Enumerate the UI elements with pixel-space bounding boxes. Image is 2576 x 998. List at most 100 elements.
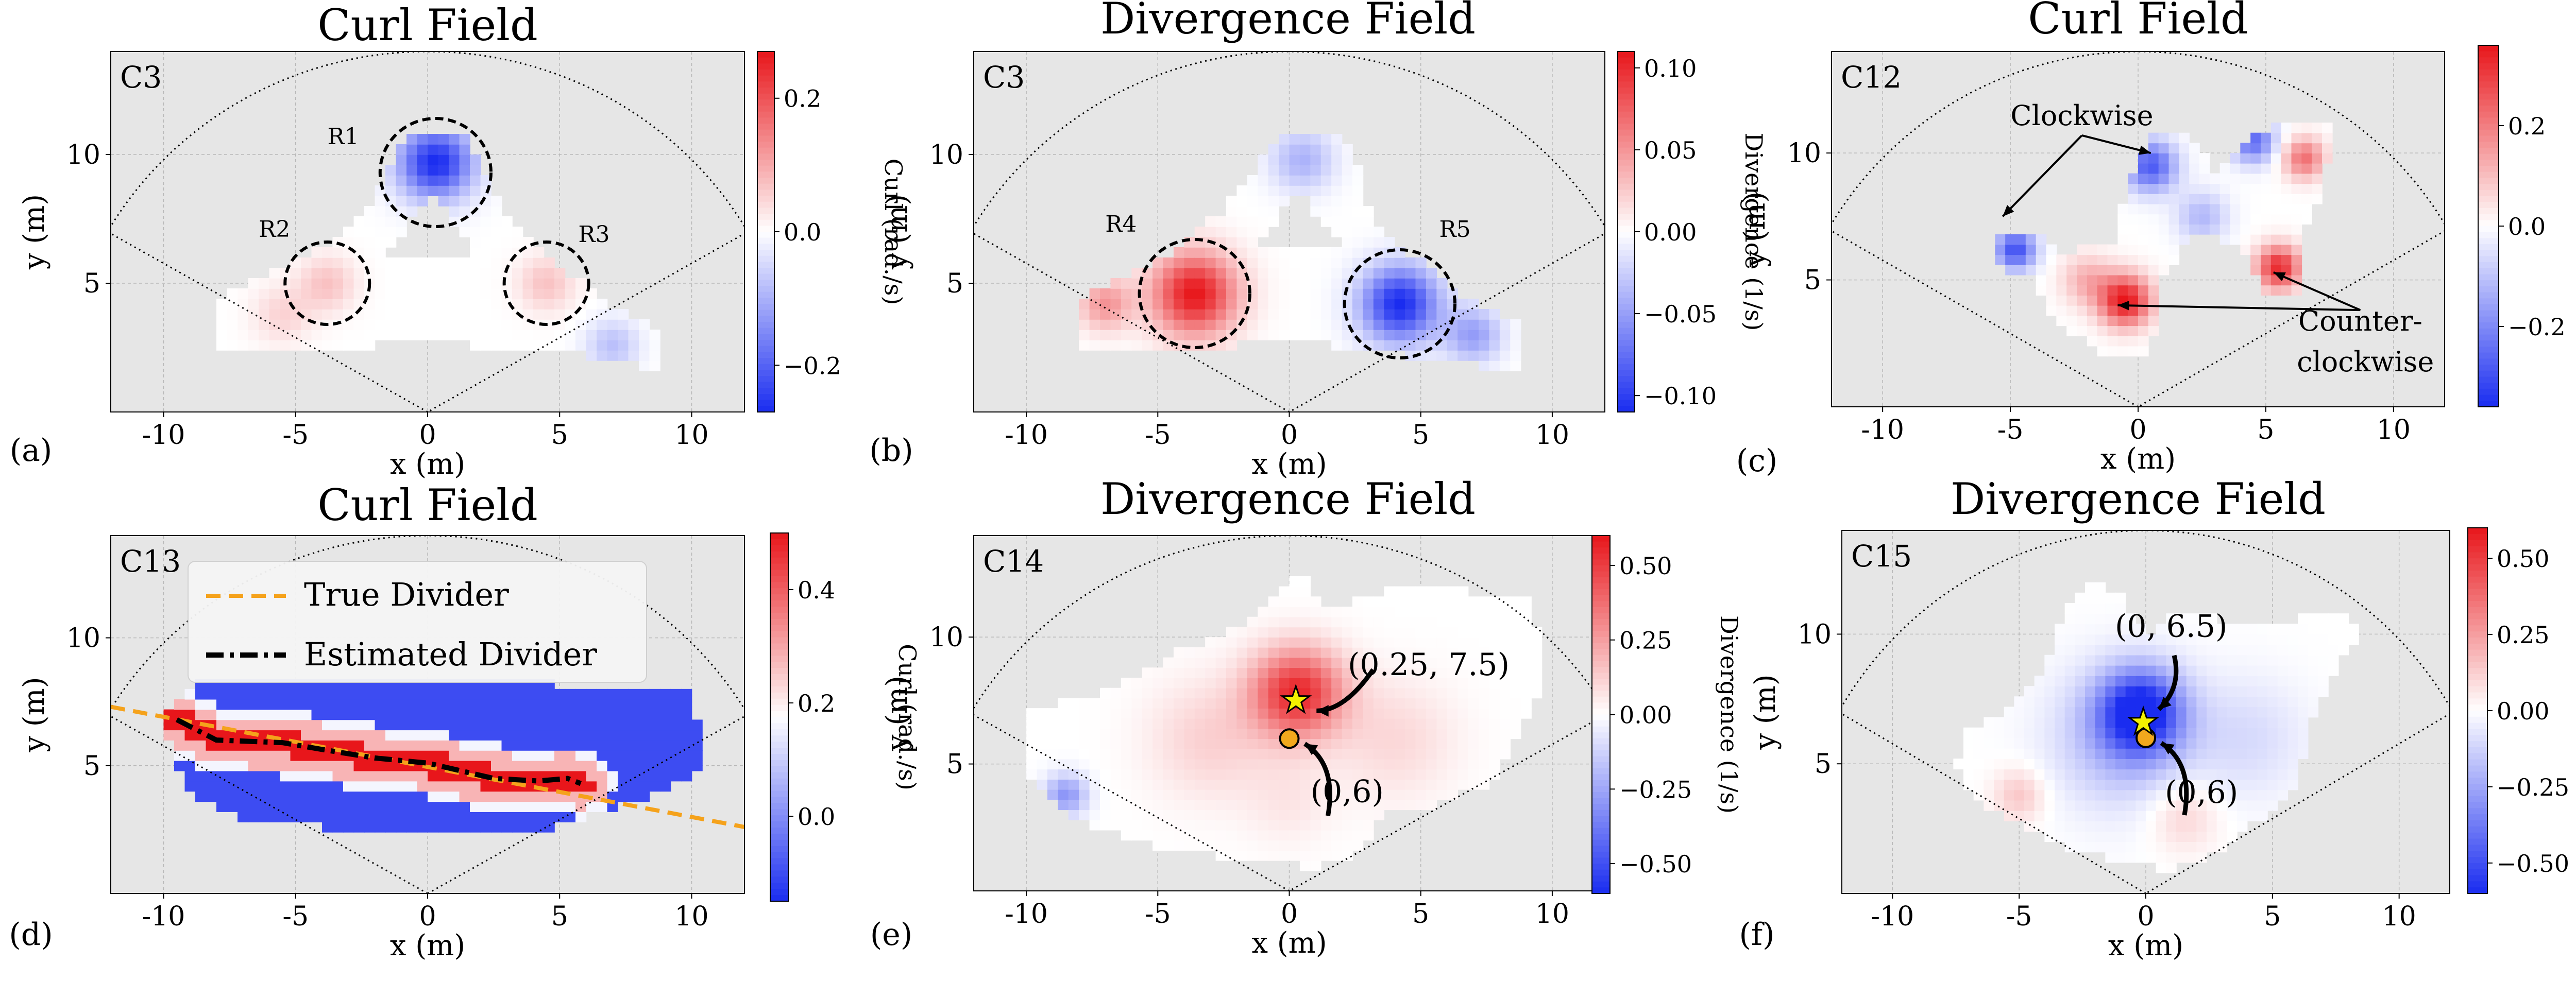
heatmap-cell (533, 278, 545, 289)
heatmap-cell (2125, 707, 2137, 718)
heatmap-cell (2176, 737, 2187, 749)
heatmap-cell (2216, 707, 2228, 718)
heatmap-cell (2156, 624, 2167, 635)
heatmap-cell (1100, 820, 1111, 831)
heatmap-cell (1058, 718, 1069, 729)
colorbar-segment (1618, 406, 1635, 412)
colorbar-segment (2478, 106, 2499, 112)
heatmap-cell (1426, 769, 1437, 780)
heatmap-cell (2186, 696, 2197, 708)
heatmap-cell (322, 801, 333, 812)
heatmap-cell (1310, 850, 1321, 861)
heatmap-cell (2250, 265, 2261, 276)
chart-title: Curl Field (317, 480, 538, 530)
heatmap-cell (2064, 810, 2076, 821)
heatmap-cell (385, 812, 397, 822)
heatmap-cell (1226, 196, 1238, 207)
heatmap-cell (1310, 206, 1321, 217)
heatmap-cell (1205, 830, 1216, 841)
heatmap-cell (322, 689, 333, 700)
heatmap-cell (396, 791, 407, 802)
heatmap-cell (2034, 717, 2045, 728)
heatmap-cell (2189, 163, 2200, 174)
heatmap-cell (2064, 759, 2076, 770)
heatmap-cell (2095, 779, 2106, 790)
heatmap-cell (2270, 173, 2282, 184)
heatmap-cell (2298, 655, 2309, 666)
heatmap-cell (2186, 800, 2197, 811)
heatmap-cell (1089, 309, 1100, 320)
heatmap-cell (2308, 686, 2319, 697)
heatmap-cell (2301, 123, 2312, 133)
heatmap-cell (1373, 698, 1385, 709)
heatmap-cell (2115, 800, 2126, 811)
heatmap-cell (406, 750, 418, 761)
heatmap-cell (2227, 717, 2238, 728)
heatmap-cell (2034, 821, 2045, 832)
heatmap-cell (375, 801, 386, 812)
heatmap-cell (238, 812, 249, 822)
heatmap-cell (2277, 686, 2289, 697)
heatmap-cell (1142, 278, 1153, 289)
colorbar-segment (2468, 638, 2487, 644)
heatmap-cell (1331, 657, 1343, 668)
heatmap-cell (1247, 687, 1259, 699)
heatmap-cell (1131, 678, 1143, 689)
heatmap-cell (1320, 616, 1332, 628)
heatmap-cell (1447, 616, 1458, 628)
heatmap-cell (1510, 616, 1521, 628)
heatmap-cell (2034, 707, 2045, 718)
heatmap-cell (2148, 224, 2159, 235)
heatmap-cell (2105, 603, 2116, 614)
heatmap-cell (1499, 657, 1511, 668)
heatmap-cell (1142, 299, 1153, 309)
heatmap-cell (1299, 586, 1311, 597)
heatmap-cell (1373, 596, 1385, 607)
heatmap-cell (269, 330, 280, 340)
heatmap-cell (2227, 800, 2238, 811)
heatmap-cell (1384, 698, 1395, 709)
heatmap-cell (1373, 667, 1385, 678)
heatmap-cell (1320, 840, 1332, 851)
heatmap-cell (1405, 596, 1416, 607)
heatmap-cell (2209, 214, 2221, 225)
heatmap-cell (2115, 686, 2126, 697)
heatmap-cell (417, 196, 428, 207)
heatmap-cell (1394, 268, 1405, 279)
heatmap-cell (480, 268, 492, 279)
heatmap-cell (522, 278, 534, 289)
heatmap-cell (1205, 637, 1216, 648)
heatmap-cell (2287, 686, 2298, 697)
heatmap-cell (2014, 727, 2025, 738)
colorbar-segment (2478, 93, 2499, 100)
heatmap-cell (1299, 799, 1311, 811)
heatmap-cell (2156, 717, 2167, 728)
colorbar-segment (1592, 839, 1610, 847)
heatmap-cell (628, 730, 639, 741)
heatmap-cell (501, 719, 513, 731)
heatmap-cell (470, 185, 481, 196)
heatmap-cell (301, 288, 312, 299)
heatmap-cell (1100, 687, 1111, 699)
heatmap-cell (1258, 738, 1269, 749)
heatmap-cell (385, 185, 397, 196)
heatmap-cell (1089, 769, 1100, 780)
colorbar-segment (2468, 845, 2487, 852)
heatmap-cell (1352, 627, 1364, 638)
heatmap-cell (1520, 698, 1532, 709)
heatmap-cell (2136, 821, 2146, 832)
heatmap-cell (206, 740, 217, 751)
heatmap-cell (1299, 185, 1311, 196)
heatmap-cell (1089, 718, 1100, 729)
heatmap-cell (2168, 153, 2180, 164)
heatmap-cell (438, 134, 449, 145)
heatmap-cell (1047, 749, 1059, 760)
heatmap-cell (2095, 676, 2106, 686)
heatmap-cell (375, 216, 386, 227)
heatmap-cell (1499, 728, 1511, 739)
heatmap-cell (2085, 592, 2096, 604)
heatmap-cell (375, 268, 386, 279)
heatmap-cell (1426, 596, 1437, 607)
heatmap-cell (1247, 196, 1259, 207)
heatmap-cell (1342, 165, 1353, 176)
